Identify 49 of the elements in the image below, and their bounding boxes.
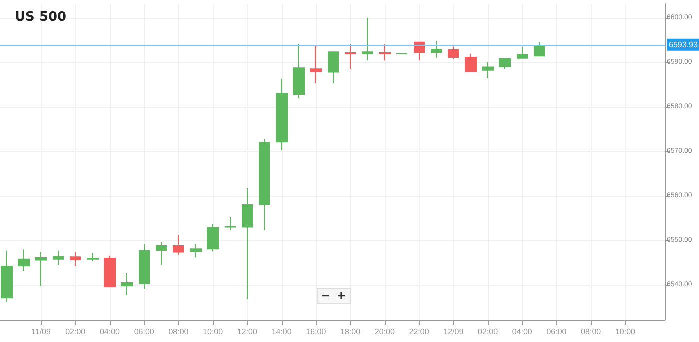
x-tick-label: 18:00	[340, 328, 362, 336]
candlestick	[190, 244, 202, 258]
x-tick-label: 02:00	[478, 328, 499, 336]
x-tick-label: 08:00	[168, 328, 190, 336]
candlestick	[379, 44, 391, 62]
candlestick	[104, 255, 116, 288]
text: US 500	[15, 10, 67, 25]
candlestick	[18, 249, 30, 272]
x-tick-label: 06:00	[134, 328, 155, 336]
x-tick-label: 12:00	[237, 328, 258, 336]
candlestick	[276, 78, 288, 151]
candlestick	[70, 252, 81, 267]
candlestick	[207, 224, 219, 252]
x-tick-label: 10:00	[203, 328, 224, 336]
candlestick	[139, 244, 150, 290]
candlestick	[362, 17, 373, 62]
ref-line-label: 6593.93	[669, 40, 698, 50]
candlestick	[517, 46, 528, 59]
x-tick-label: 16:00	[306, 328, 327, 336]
candlestick	[534, 42, 545, 57]
candlestick	[53, 250, 64, 266]
candlestick	[499, 58, 511, 70]
candlestick	[328, 52, 339, 84]
candlestick	[448, 46, 459, 60]
candlestick	[310, 45, 322, 84]
candlestick	[1, 250, 13, 303]
x-tick-label: 14:00	[272, 328, 292, 336]
candlestick	[293, 44, 305, 99]
candlestick	[259, 138, 270, 231]
x-tick-label: 08:00	[581, 328, 602, 336]
candlestick	[156, 242, 167, 266]
x-tick-label: 02:00	[66, 328, 86, 336]
x-tick-label: 12/09	[444, 328, 464, 336]
candlestick	[465, 53, 477, 72]
candlestick	[87, 252, 99, 262]
x-tick-label: 04:00	[512, 328, 533, 336]
candlestick	[173, 234, 184, 256]
candlestick	[345, 44, 356, 70]
x-tick-label: 20:00	[374, 328, 396, 336]
candlestick	[35, 252, 47, 287]
candlestick	[121, 272, 133, 296]
candlestick	[431, 40, 442, 58]
x-tick-label: 22:00	[409, 328, 430, 336]
candlestick	[225, 216, 236, 230]
x-tick-label: 11/09	[32, 328, 52, 336]
x-tick-label: 04:00	[100, 328, 121, 336]
x-tick-label: 10:00	[615, 328, 636, 336]
x-tick-label: 06:00	[546, 328, 568, 336]
candlestick	[482, 61, 494, 78]
